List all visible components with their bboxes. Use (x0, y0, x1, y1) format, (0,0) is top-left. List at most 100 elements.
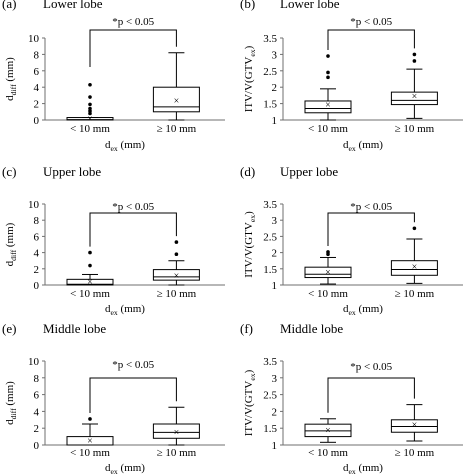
outlier-point (326, 75, 330, 80)
y-axis-label-group: ddiff (mm) (4, 57, 18, 101)
significance-label: *p < 0.05 (112, 201, 154, 213)
panel-title: Lower lobe (280, 0, 340, 11)
panel-d: (d) Upper lobe 1 1.5 2 2.5 3 3.5 ITV/V(GTVex) < 1… (240, 164, 463, 317)
outlier-point (326, 70, 330, 75)
y-axis-label-group: ITV/V(GTVex) (243, 45, 257, 112)
y-axis-label: ITV/V(GTVex) (243, 45, 257, 112)
panel-e: (e) Middle lobe 0 2 4 6 8 10 ddiff (mm) < 10 mm ≥ … (2, 321, 225, 474)
y-tick-label: 2 (272, 406, 278, 418)
y-tick-label: 0 (34, 280, 40, 292)
mean-marker: × (412, 91, 418, 102)
x-axis-label: dex (mm) (343, 462, 383, 474)
x-tick-label: < 10 mm (308, 447, 348, 459)
mean-marker: × (325, 100, 331, 111)
significance-bracket (89, 377, 177, 413)
y-tick-label: 3 (272, 373, 278, 385)
mean-marker: × (87, 114, 93, 125)
outlier-point (88, 82, 92, 87)
box (390, 419, 438, 433)
panel-title: Middle lobe (280, 321, 343, 336)
box (304, 100, 352, 114)
y-tick-label: 8 (34, 373, 40, 385)
mean-marker: × (325, 426, 331, 437)
y-axis-label-group: ITV/V(GTVex) (243, 211, 257, 278)
outlier-point (88, 417, 92, 421)
y-axis-label-group: ddiff (mm) (4, 381, 18, 425)
y-axis-label: ITV/V(GTVex) (243, 211, 257, 278)
y-axis-label: ITV/V(GTVex) (243, 369, 257, 436)
y-axis-label: ddiff (mm) (4, 57, 18, 101)
x-tick-label: ≥ 10 mm (157, 447, 197, 459)
mean-marker: × (174, 271, 180, 282)
x-tick-label: < 10 mm (70, 123, 110, 135)
x-tick-label: ≥ 10 mm (157, 123, 197, 135)
significance-bracket (89, 29, 177, 67)
outlier-point (412, 59, 417, 63)
y-tick-label: 4 (34, 248, 40, 260)
outlier-point (326, 250, 330, 254)
panel-a: (a) Lower lobe 0 2 4 6 8 10 ddiff (mm) < 10 mm ≥ 1… (2, 0, 225, 153)
panel-c: (c) Upper lobe 0 2 4 6 8 10 ddiff (mm) < 10 mm ≥ 1… (2, 164, 225, 317)
y-axis-label-group: ITV/V(GTVex) (243, 369, 257, 436)
x-tick-label: < 10 mm (308, 288, 348, 300)
box (390, 91, 438, 106)
y-tick-label: 3.5 (263, 199, 277, 211)
y-axis-label-group: ddiff (mm) (4, 222, 18, 266)
y-tick-label: 10 (28, 356, 40, 368)
y-tick-label: 1.5 (263, 264, 277, 276)
y-tick-label: 3.5 (263, 356, 277, 368)
box (304, 423, 352, 438)
mean-marker: × (174, 96, 180, 107)
y-tick-label: 1.5 (263, 99, 277, 111)
panel-letter: (d) (240, 164, 255, 179)
panel-b: (b) Lower lobe 1 1.5 2 2.5 3 3.5 ITV/V(GTVex) < 1… (240, 0, 463, 153)
mean-marker: × (87, 436, 93, 447)
panel-letter: (f) (240, 321, 253, 336)
x-tick-label: ≥ 10 mm (395, 447, 435, 459)
box (304, 266, 352, 279)
significance-bracket (327, 377, 415, 413)
x-axis-label: dex (mm) (343, 139, 383, 153)
y-tick-label: 8 (34, 215, 40, 227)
y-axis-label: ddiff (mm) (4, 381, 18, 425)
mean-marker: × (87, 277, 93, 288)
x-tick-label: < 10 mm (70, 447, 110, 459)
y-tick-label: 2.5 (263, 66, 277, 78)
box (152, 86, 200, 113)
y-tick-label: 6 (34, 390, 40, 402)
box (390, 260, 438, 276)
significance-bracket (327, 212, 415, 246)
y-tick-label: 10 (28, 33, 40, 45)
significance-label: *p < 0.05 (112, 359, 154, 371)
panel-letter: (a) (2, 0, 16, 11)
panel-letter: (c) (2, 164, 16, 179)
outlier-point (88, 102, 92, 107)
significance-label: *p < 0.05 (112, 16, 154, 28)
y-tick-label: 2 (34, 99, 40, 111)
x-axis-label: dex (mm) (343, 303, 383, 317)
mean-marker: × (412, 262, 418, 273)
outlier-point (412, 52, 417, 57)
outlier-point (88, 106, 92, 111)
outlier-point (174, 252, 179, 257)
outlier-point (412, 226, 417, 231)
y-tick-label: 2.5 (263, 231, 277, 243)
y-tick-label: 1 (272, 280, 278, 292)
y-tick-label: 2 (34, 264, 40, 276)
outlier-point (88, 109, 92, 113)
x-tick-label: ≥ 10 mm (395, 288, 435, 300)
y-tick-label: 2 (34, 423, 40, 435)
y-tick-label: 1.5 (263, 423, 277, 435)
box (66, 278, 114, 286)
panel-title: Middle lobe (43, 321, 106, 336)
mean-marker: × (174, 427, 180, 438)
outlier-point (88, 111, 92, 116)
y-tick-label: 3 (272, 215, 278, 227)
y-tick-label: 6 (34, 66, 40, 78)
y-tick-label: 8 (34, 49, 40, 61)
panel-f: (f) Middle lobe 1 1.5 2 2.5 3 3.5 ITV/V(GTVex) < … (240, 321, 463, 474)
x-tick-label: < 10 mm (308, 123, 348, 135)
outlier-point (326, 54, 330, 58)
y-tick-label: 3 (272, 49, 278, 61)
